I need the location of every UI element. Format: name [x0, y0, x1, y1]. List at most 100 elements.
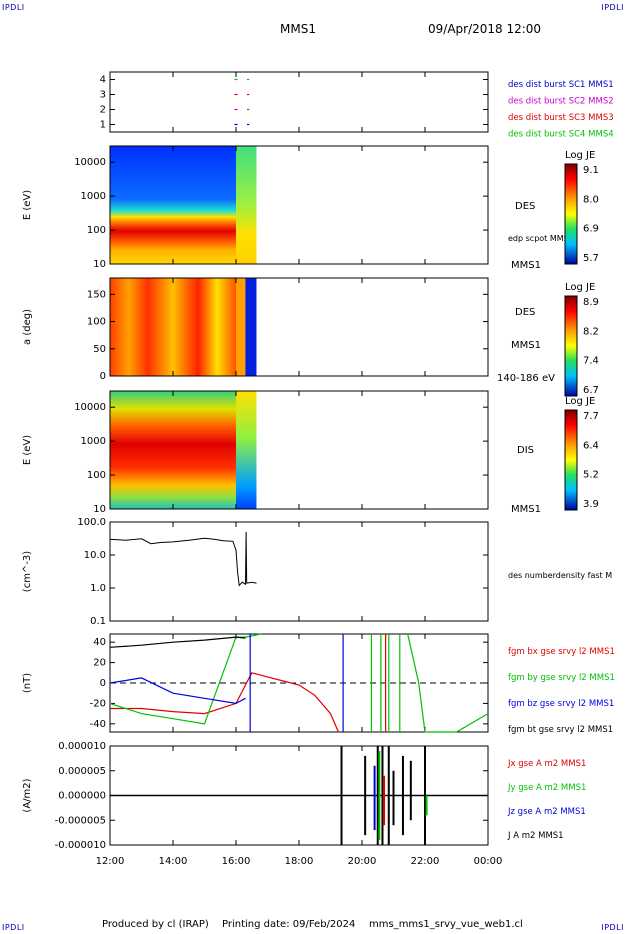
legend-entry: fgm bx gse srvy l2 MMS1	[508, 647, 615, 657]
y-tick-label: 0	[100, 371, 106, 382]
colorbar-tick-label: 9.1	[583, 165, 599, 176]
density-line	[109, 531, 257, 587]
y-axis-label: (A/m2)	[22, 778, 33, 812]
spacecraft-title: MMS1	[280, 22, 316, 36]
y-tick-label: 10	[93, 504, 106, 515]
panel-frame	[109, 521, 489, 622]
datetime-title: 09/Apr/2018 12:00	[428, 22, 542, 36]
y-tick-label: 100.0	[77, 517, 106, 528]
y-tick-label: 150	[87, 289, 106, 300]
x-tick-label: 14:00	[159, 856, 188, 867]
corner-tag-bottom-right: IPDLI	[601, 923, 624, 932]
legend-entry: fgm bz gse srvy l2 MMS1	[508, 699, 614, 709]
probe-label: MMS1	[511, 504, 541, 515]
y-tick-label: 0.000005	[58, 766, 106, 777]
colorbar-title: Log JE	[565, 396, 595, 407]
panel-frame	[109, 71, 489, 133]
y-tick-label: 1000	[81, 436, 106, 447]
legend-entry: Jz gse A m2 MMS1	[507, 807, 586, 817]
y-tick-label: 3	[100, 90, 106, 101]
y-tick-label: 100	[87, 317, 106, 328]
x-tick-label: 00:00	[474, 856, 503, 867]
legend-entry: des numberdensity fast M	[508, 571, 612, 580]
field-component-line	[109, 636, 246, 648]
y-tick-label: 0.1	[90, 616, 106, 627]
footer-filename: mms_mms1_srvy_vue_web1.cl	[369, 919, 523, 930]
x-tick-label: 20:00	[348, 856, 377, 867]
x-tick-label: 22:00	[411, 856, 440, 867]
colorbar-title: Log JE	[565, 150, 595, 161]
colorbar-tick-label: 8.9	[583, 297, 599, 308]
y-tick-label: 1000	[81, 191, 106, 202]
colorbar-tick-label: 6.4	[583, 440, 599, 451]
colorbar-tick-label: 8.0	[583, 194, 599, 205]
field-component-line	[110, 672, 339, 733]
spectrogram-fill	[236, 146, 257, 264]
spectrogram-fill	[110, 391, 236, 509]
corner-tag-bottom-left: IPDLI	[2, 923, 25, 932]
y-tick-label: 100	[87, 470, 106, 481]
spectrogram-fill	[236, 278, 246, 376]
probe-label: MMS1	[511, 260, 541, 271]
spectrogram-fill	[110, 278, 236, 376]
y-axis-label: E (eV)	[22, 190, 33, 220]
legend-entry: J A m2 MMS1	[507, 831, 564, 841]
y-tick-label: 0	[100, 678, 106, 689]
overlay-annotation: edp scpot MMS1	[508, 234, 574, 243]
y-tick-label: 20	[93, 658, 106, 669]
y-tick-label: -0.000005	[55, 815, 106, 826]
footer-producer: Produced by cl (IRAP)	[102, 919, 209, 930]
legend-entry: Jx gse A m2 MMS1	[507, 759, 586, 769]
x-tick-label: 18:00	[285, 856, 314, 867]
colorbar-title: Log JE	[565, 282, 595, 293]
field-component-line	[407, 633, 489, 733]
probe-label: MMS1	[511, 340, 541, 351]
colorbar-tick-label: 6.7	[583, 385, 599, 396]
legend-entry: des dist burst SC1 MMS1	[508, 80, 614, 90]
colorbar	[564, 295, 578, 397]
colorbar	[564, 409, 578, 511]
colorbar	[564, 163, 578, 265]
legend-entry: des dist burst SC3 MMS3	[508, 113, 614, 123]
y-axis-label: a (deg)	[22, 309, 33, 345]
y-tick-label: -0.000010	[55, 840, 106, 851]
legend-entry: des dist burst SC4 MMS4	[508, 130, 614, 140]
footer-printing-date: Printing date: 09/Feb/2024	[222, 919, 356, 930]
y-tick-label: 10.0	[84, 550, 106, 561]
instrument-label: DIS	[517, 445, 534, 456]
legend-entry: fgm by gse srvy l2 MMS1	[508, 673, 615, 683]
y-tick-label: -20	[90, 698, 106, 709]
colorbar-tick-label: 5.7	[583, 253, 599, 264]
y-tick-label: 40	[93, 637, 106, 648]
y-tick-label: 2	[100, 105, 106, 116]
y-tick-label: 0.000000	[58, 791, 106, 802]
spectrogram-fill	[236, 391, 257, 509]
legend-entry: Jy gse A m2 MMS1	[507, 783, 586, 793]
y-tick-label: 10	[93, 259, 106, 270]
y-axis-label: (cm^-3)	[22, 551, 33, 592]
y-tick-label: 1.0	[90, 583, 106, 594]
corner-tag-top-right: IPDLI	[601, 3, 624, 12]
y-axis-label: (nT)	[22, 673, 33, 693]
x-tick-label: 12:00	[96, 856, 125, 867]
y-tick-label: 10000	[74, 402, 106, 413]
y-tick-label: 100	[87, 225, 106, 236]
field-component-line	[109, 633, 262, 725]
legend-entry: des dist burst SC2 MMS2	[508, 97, 614, 107]
colorbar-tick-label: 7.4	[583, 356, 599, 367]
y-axis-label: E (eV)	[22, 435, 33, 465]
y-tick-label: 4	[100, 75, 106, 86]
colorbar-tick-label: 7.7	[583, 411, 599, 422]
instrument-label: DES	[515, 201, 535, 212]
y-tick-label: 1	[100, 120, 106, 131]
instrument-label: DES	[515, 307, 535, 318]
colorbar-tick-label: 8.2	[583, 326, 599, 337]
y-tick-label: 50	[93, 344, 106, 355]
colorbar-tick-label: 3.9	[583, 499, 599, 510]
colorbar-tick-label: 6.9	[583, 224, 599, 235]
energy-range-label: 140-186 eV	[497, 373, 555, 384]
y-tick-label: -40	[90, 719, 106, 730]
y-tick-label: 10000	[74, 157, 106, 168]
legend-entry: fgm bt gse srvy l2 MMS1	[508, 725, 613, 735]
